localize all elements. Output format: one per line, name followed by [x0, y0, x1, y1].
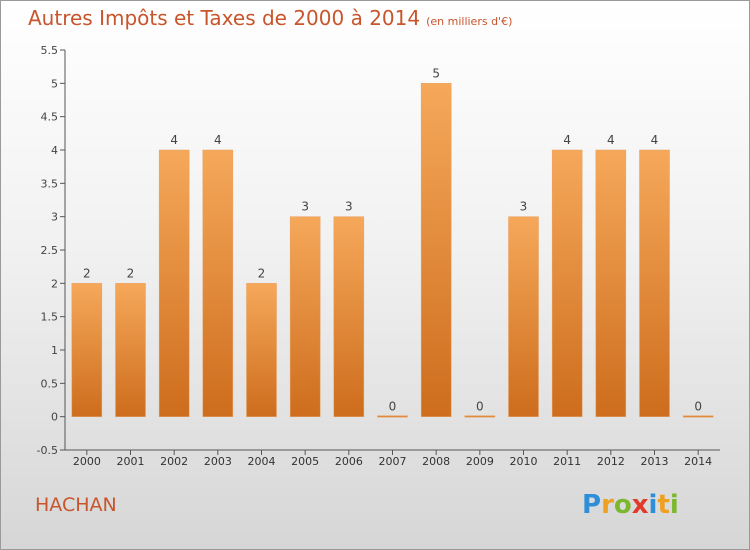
logo-letter: P	[582, 490, 602, 520]
x-tick-label: 2003	[204, 455, 232, 468]
logo-letter: o	[613, 490, 632, 520]
data-label: 4	[607, 133, 615, 147]
data-label: 4	[651, 133, 659, 147]
bar	[551, 149, 583, 417]
y-tick-label: 3.5	[41, 177, 59, 190]
chart-title: Autres Impôts et Taxes de 2000 à 2014 (en…	[28, 6, 512, 30]
y-tick-label: 0	[51, 411, 58, 424]
y-tick-label: 2.5	[41, 244, 59, 257]
data-label: 5	[432, 66, 440, 80]
bar	[464, 415, 496, 418]
y-tick-label: 3	[51, 211, 58, 224]
logo-letter: i	[648, 490, 658, 520]
bar	[595, 149, 627, 417]
bar	[289, 216, 321, 417]
y-tick-label: 5	[51, 77, 58, 90]
x-tick-label: 2011	[553, 455, 581, 468]
data-label: 0	[694, 400, 702, 414]
bar	[71, 283, 103, 417]
data-label: 2	[127, 266, 135, 280]
data-label: 3	[345, 200, 353, 214]
x-tick-label: 2007	[379, 455, 407, 468]
x-tick-label: 2004	[248, 455, 276, 468]
x-tick-label: 2009	[466, 455, 494, 468]
data-label: 0	[389, 400, 397, 414]
data-label: 2	[258, 266, 266, 280]
y-tick-label: 0.5	[41, 377, 59, 390]
x-tick-label: 2005	[291, 455, 319, 468]
x-tick-label: 2014	[684, 455, 712, 468]
y-tick-label: 4	[51, 144, 58, 157]
data-label: 4	[563, 133, 571, 147]
bar	[158, 149, 190, 417]
x-tick-label: 2002	[160, 455, 188, 468]
y-tick-label: 2	[51, 277, 58, 290]
data-label: 2	[83, 266, 91, 280]
logo-letter: r	[601, 490, 614, 520]
data-label: 3	[520, 200, 528, 214]
x-tick-label: 2000	[73, 455, 101, 468]
bar	[420, 83, 452, 417]
logo-letter: x	[631, 490, 649, 520]
bar	[246, 283, 277, 417]
data-label: 4	[170, 133, 178, 147]
x-tick-label: 2012	[597, 455, 625, 468]
bar	[682, 415, 714, 418]
x-tick-label: 2013	[641, 455, 669, 468]
bar	[115, 283, 146, 417]
y-tick-label: 5.5	[41, 44, 59, 57]
y-tick-label: 1	[51, 344, 58, 357]
x-tick-label: 2001	[117, 455, 145, 468]
y-tick-label: 4.5	[41, 111, 59, 124]
bar	[202, 149, 234, 417]
bar	[333, 216, 365, 417]
logo-letter: t	[657, 490, 670, 520]
chart-unit: (en milliers d'€)	[426, 15, 513, 28]
x-tick-label: 2010	[510, 455, 538, 468]
bar	[377, 415, 408, 418]
y-tick-label: 1.5	[41, 311, 59, 324]
y-tick-label: -0.5	[37, 444, 58, 457]
x-tick-label: 2008	[422, 455, 450, 468]
bar	[508, 216, 539, 417]
proxiti-logo: Proxiti	[582, 490, 679, 520]
x-tick-label: 2006	[335, 455, 363, 468]
bar	[639, 149, 670, 417]
logo-letter: i	[669, 490, 679, 520]
data-label: 0	[476, 400, 484, 414]
commune-name: HACHAN	[35, 494, 117, 516]
data-label: 4	[214, 133, 222, 147]
data-label: 3	[301, 200, 309, 214]
chart-title-text: Autres Impôts et Taxes de 2000 à 2014	[28, 6, 421, 30]
